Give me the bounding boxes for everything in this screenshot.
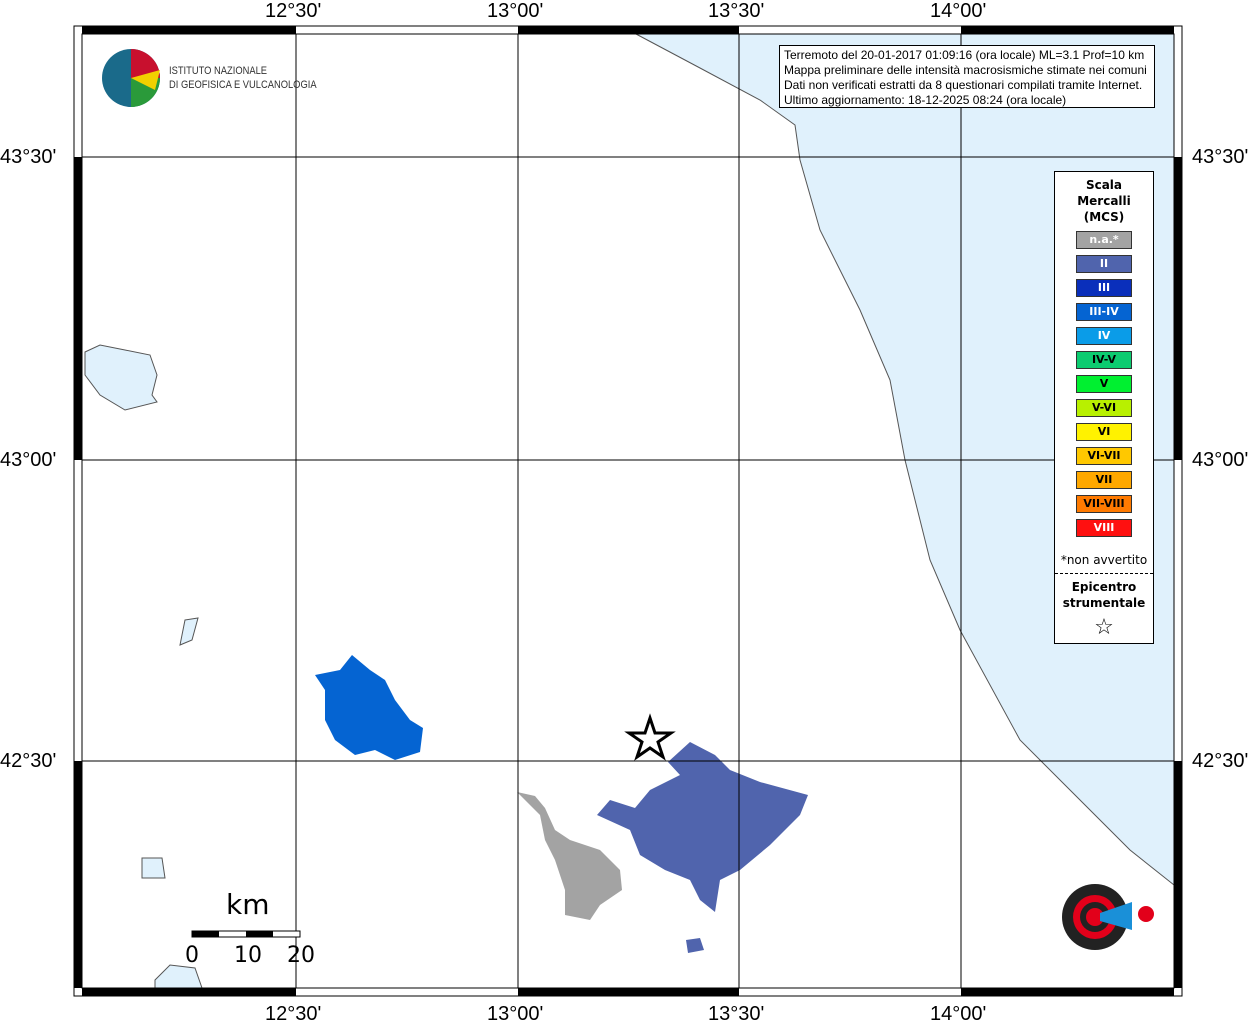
legend-swatch: VIII [1076,519,1132,537]
scale-bar [191,930,301,938]
lake [154,964,203,989]
region-intensity-II[interactable] [686,938,704,953]
lake [179,617,199,646]
region-intensity-na[interactable] [517,792,622,920]
info-line: Mappa preliminare delle intensità macros… [784,63,1147,77]
scale-tick: 10 [234,943,262,968]
map-frame [73,25,1183,997]
legend-swatch: VII-VIII [1076,495,1132,513]
legend-swatch: VI [1076,423,1132,441]
graticule [82,34,1174,988]
ingv-logo-icon [102,49,160,107]
legend-swatch: III-IV [1076,303,1132,321]
logo-line: ISTITUTO NAZIONALE [169,65,268,77]
info-box: Terremoto del 20-01-2017 01:09:16 (ora l… [779,45,1155,108]
lake [141,857,166,879]
lon-label: 14°00' [930,0,987,22]
legend-divider [1055,573,1153,574]
lat-label: 43°30' [1192,146,1249,168]
star-icon: ☆ [1094,615,1114,640]
epicenter-star-icon[interactable] [624,713,676,761]
lat-label: 43°30' [0,146,57,168]
legend-swatch: n.a.* [1076,231,1132,249]
legend-swatch: VII [1076,471,1132,489]
info-line: Terremoto del 20-01-2017 01:09:16 (ora l… [784,48,1145,62]
legend-epicenter-label: Epicentro strumentale [1062,580,1146,610]
lat-label: 42°30' [0,750,57,772]
region-intensity-III-IV[interactable] [315,655,423,760]
lon-label: 14°00' [930,1003,987,1025]
scale-tick: 0 [185,943,199,968]
region-intensity-II[interactable] [597,742,808,912]
lon-label: 13°00' [487,1003,544,1025]
lon-label: 12°30' [265,1003,322,1025]
lon-label: 13°30' [708,1003,765,1025]
lon-label: 13°30' [708,0,765,22]
scale-tick: 20 [287,943,315,968]
lon-label: 12°30' [265,0,322,22]
lat-label: 43°00' [1192,449,1249,471]
legend-swatch: IV-V [1076,351,1132,369]
legend-swatch: V-VI [1076,399,1132,417]
info-line: Dati non verificati estratti da 8 questi… [784,78,1143,92]
legend-swatch: IV [1076,327,1132,345]
info-line: Ultimo aggiornamento: 18-12-2025 08:24 (… [784,93,1067,107]
legend-swatch: VI-VII [1076,447,1132,465]
lat-label: 42°30' [1192,750,1249,772]
legend-title: Scala Mercalli (MCS) [1077,178,1131,224]
legend-swatch: V [1076,375,1132,393]
legend-swatch: II [1076,255,1132,273]
legend: Scala Mercalli (MCS) n.a.* II III III-IV IV I… [1054,171,1154,644]
legend-note: *non avvertito [1060,553,1148,567]
lake [84,344,158,411]
legend-swatch: III [1076,279,1132,297]
lat-label: 43°00' [0,449,57,471]
logo-line: DI GEOFISICA E VULCANOLOGIA [169,79,317,91]
haisentito-logo-icon [1062,884,1154,950]
scale-unit: km [226,888,270,921]
ingv-logo-text: ISTITUTO NAZIONALE DI GEOFISICA E VULCAN… [169,64,317,92]
lon-label: 13°00' [487,0,544,22]
